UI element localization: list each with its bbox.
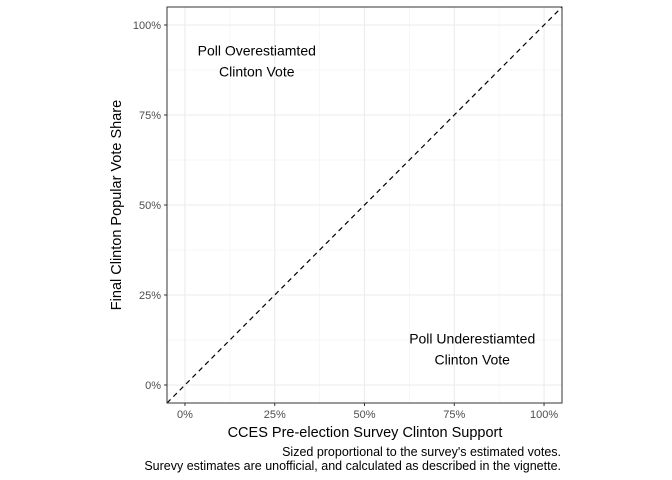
y-tick-label: 50%: [139, 200, 161, 212]
x-axis: 0% 25% 50% 75% 100%: [177, 403, 558, 421]
caption-line-1: Sized proportional to the survey's estim…: [282, 445, 561, 459]
annotation-text: Poll Overestiamted: [198, 43, 316, 59]
x-tick-label: 25%: [264, 409, 286, 421]
y-axis: 0% 25% 50% 75% 100%: [133, 20, 167, 392]
x-tick-label: 50%: [353, 409, 375, 421]
reference-line: [166, 6, 563, 404]
annotation-text: Poll Underestiamted: [409, 331, 535, 347]
y-axis-title: Final Clinton Popular Vote Share: [109, 100, 125, 310]
annotation-text: Clinton Vote: [219, 64, 295, 80]
x-tick-label: 100%: [530, 409, 558, 421]
major-gridlines: [167, 7, 562, 403]
reference-line-layer: [166, 6, 563, 404]
x-tick-label: 0%: [177, 409, 193, 421]
y-tick-label: 25%: [139, 290, 161, 302]
annotations: Poll Overestiamted Clinton Vote Poll Under…: [198, 43, 536, 368]
x-axis-title: CCES Pre-election Survey Clinton Support: [228, 425, 503, 441]
y-tick-label: 75%: [139, 110, 161, 122]
y-tick-label: 100%: [133, 20, 161, 32]
y-tick-label: 0%: [145, 380, 161, 392]
annotation-text: Clinton Vote: [434, 352, 510, 368]
x-tick-label: 75%: [443, 409, 465, 421]
caption-line-2: Surevy estimates are unofficial, and cal…: [144, 459, 561, 473]
